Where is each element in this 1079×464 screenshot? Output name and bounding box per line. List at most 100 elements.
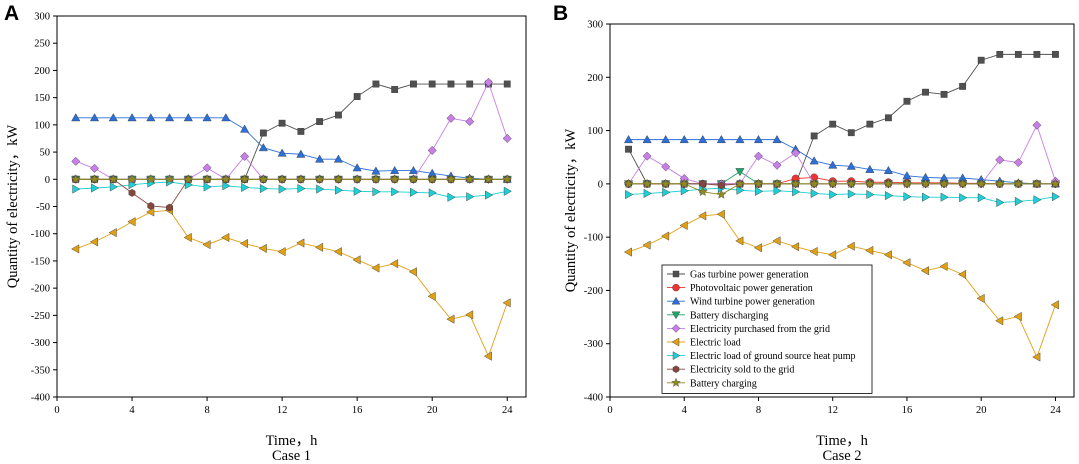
data-point [335,111,342,119]
data-point [277,148,287,157]
data-point [127,174,138,184]
data-point [976,293,985,303]
legend-label: Wind turbine power generation [690,297,815,308]
data-point [940,90,948,98]
data-point [903,192,912,202]
series-electricity-purchased-from-the-grid [624,120,1060,189]
legend-marker [672,270,680,278]
legend-box [661,264,873,394]
panel-letter: B [553,2,568,25]
data-point [202,174,213,184]
data-point [625,145,632,153]
data-point [661,231,670,241]
data-point [372,80,380,88]
data-point [483,351,492,361]
legend-label: Electricity sold to the grid [690,365,794,376]
data-point [717,181,725,190]
data-point [258,143,268,152]
data-point [296,238,305,248]
data-point [922,192,931,202]
data-point [259,183,268,194]
data-point [642,240,651,250]
data-point [372,187,381,197]
data-point [240,151,250,161]
data-point [465,117,475,127]
y-tick-label: -100 [584,233,603,244]
x-tick-label: 4 [129,405,135,416]
data-point [1014,196,1023,206]
data-point [447,80,455,88]
data-point [466,192,475,202]
y-axis-title: Quantity of electricity，kW [5,124,21,288]
series-electric-load-of-ground-source-heat-pump [625,183,1061,208]
data-point [391,86,399,93]
data-point [164,174,175,184]
data-point [146,113,156,122]
legend-label: Photovoltaic power generation [690,283,813,294]
data-point [108,228,117,238]
data-point [1013,158,1023,168]
legend-marker [671,324,681,333]
data-point [828,160,838,169]
data-point [89,174,100,184]
data-point [940,192,949,202]
data-point [772,135,782,144]
legend-item: Wind turbine power generation [667,297,815,308]
y-tick-label: 300 [587,20,603,31]
data-point [959,82,967,90]
series-wind-turbine-power-generation [71,113,512,183]
data-point [660,178,671,189]
y-tick-label: -300 [584,339,603,350]
y-tick-label: -50 [36,202,50,213]
data-point [127,113,137,122]
x-tick-label: 8 [756,405,761,416]
legend-item: Electric load [667,338,741,349]
data-point [352,163,362,172]
data-point [147,202,155,210]
data-point [1052,192,1061,202]
data-point [864,178,875,189]
data-point [91,183,100,193]
data-point [922,88,929,96]
data-point [390,259,399,269]
series-line [628,53,1056,185]
data-point [391,187,400,197]
series-line [628,183,1056,195]
data-point [353,186,362,196]
data-point [846,178,857,189]
data-point [753,151,763,161]
x-tick-label: 12 [827,405,838,416]
data-point [502,174,513,184]
data-point [1013,311,1022,322]
data-point [352,255,361,265]
y-tick-label: 0 [45,175,50,186]
data-point [408,165,418,174]
data-point [408,267,417,277]
data-point [333,154,343,163]
data-point [939,261,948,271]
data-point [428,80,436,88]
y-tick-label: -400 [584,393,603,404]
data-point [221,232,230,243]
data-point [72,184,81,194]
data-point [753,243,762,253]
data-point [755,186,764,196]
data-point [297,183,306,194]
x-tick-label: 20 [427,405,438,416]
data-point [70,174,81,184]
data-point [389,174,400,184]
data-point [278,184,287,194]
data-point [736,185,745,195]
data-point [772,160,782,170]
x-tick-label: 4 [682,405,688,416]
legend-label: Gas turbine power generation [690,270,809,281]
data-point [335,185,344,195]
legend-item: Electricity purchased from the grid [667,324,830,335]
data-point [903,97,911,105]
legend-label: Electric load of ground source heat pump [690,351,856,362]
data-point [827,178,838,189]
data-point [333,174,344,184]
data-point [108,174,119,184]
data-point [447,192,456,202]
data-point [623,247,632,257]
